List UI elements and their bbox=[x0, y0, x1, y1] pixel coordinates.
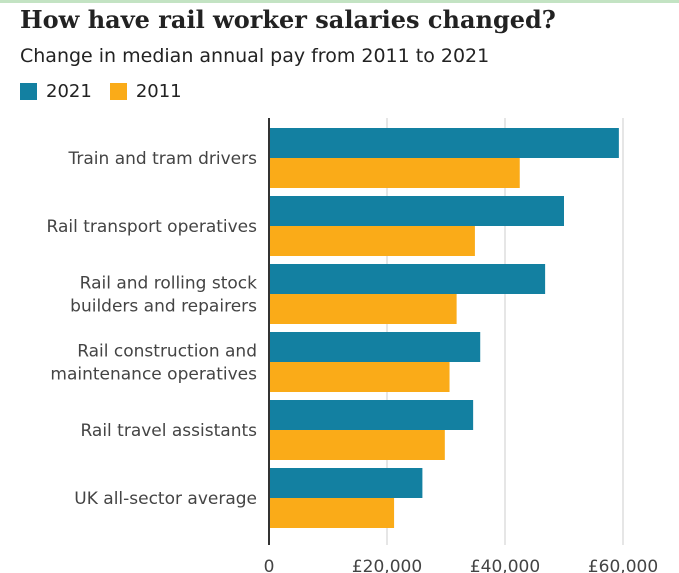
bar-2011-1 bbox=[269, 226, 475, 256]
category-label: Rail transport operatives bbox=[47, 217, 258, 237]
category-label: Rail and rolling stock builders and repai… bbox=[70, 274, 257, 317]
category-label-line: Rail and rolling stock bbox=[80, 274, 258, 294]
legend-label-2021: 2021 bbox=[46, 80, 92, 102]
chart-subtitle: Change in median annual pay from 2011 to… bbox=[20, 45, 490, 67]
x-tick-label: 0 bbox=[264, 557, 275, 573]
category-label-line: Rail transport operatives bbox=[47, 217, 258, 237]
legend-swatch-2021 bbox=[20, 82, 37, 100]
category-label: Rail construction and maintenance operati… bbox=[50, 342, 257, 385]
bar-2021-4 bbox=[269, 400, 474, 430]
chart-title: How have rail worker salaries changed? bbox=[20, 5, 556, 34]
bar-2011-0 bbox=[269, 158, 520, 188]
x-tick-label: £40,000 bbox=[470, 557, 540, 573]
x-tick-label: £60,000 bbox=[588, 557, 658, 573]
bar-2021-3 bbox=[269, 332, 481, 362]
category-label: Train and tram drivers bbox=[68, 149, 258, 169]
legend-label-2011: 2011 bbox=[135, 80, 182, 102]
category-label-line: Rail travel assistants bbox=[80, 421, 257, 441]
category-label-line: builders and repairers bbox=[70, 297, 257, 317]
category-label-line: UK all-sector average bbox=[74, 489, 257, 509]
bar-2021-2 bbox=[269, 264, 546, 294]
legend-item-2021: 2021 bbox=[20, 81, 92, 102]
bar-2021-0 bbox=[269, 128, 619, 158]
bar-2021-1 bbox=[269, 196, 564, 226]
bar-2011-4 bbox=[269, 430, 445, 460]
x-tick-label: £20,000 bbox=[352, 557, 422, 573]
legend-item-2011: 2011 bbox=[109, 80, 182, 102]
bar-2011-2 bbox=[269, 294, 457, 324]
top-accent-rule bbox=[0, 0, 679, 3]
category-label-line: maintenance operatives bbox=[50, 365, 257, 385]
legend: 2021 2011 bbox=[20, 80, 200, 102]
category-label-line: Train and tram drivers bbox=[68, 149, 258, 169]
bar-2011-3 bbox=[269, 362, 450, 392]
bar-2011-5 bbox=[269, 498, 395, 528]
category-label: Rail travel assistants bbox=[80, 421, 257, 441]
category-label: UK all-sector average bbox=[74, 489, 257, 509]
category-label-line: Rail construction and bbox=[77, 342, 257, 362]
bar-2021-5 bbox=[269, 468, 423, 498]
legend-swatch-2011 bbox=[109, 82, 127, 100]
